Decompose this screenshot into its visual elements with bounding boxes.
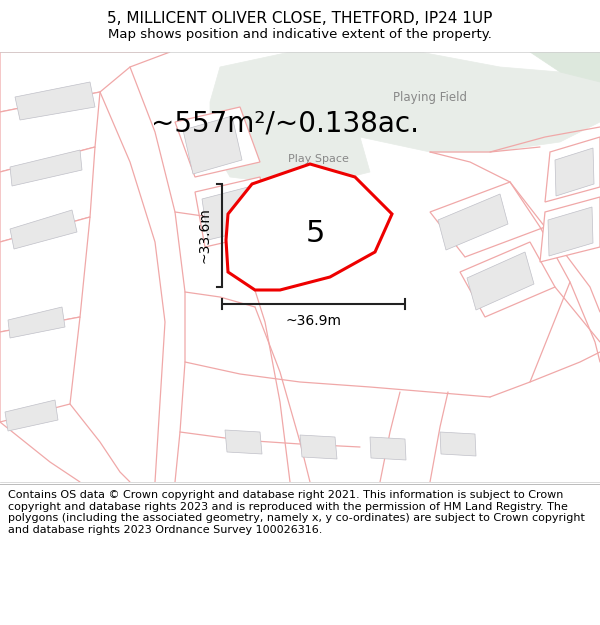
Polygon shape (225, 430, 262, 454)
Polygon shape (15, 82, 95, 120)
Polygon shape (460, 242, 555, 317)
Text: Map shows position and indicative extent of the property.: Map shows position and indicative extent… (108, 28, 492, 41)
Polygon shape (430, 182, 545, 257)
Polygon shape (202, 186, 258, 240)
Text: ~557m²/~0.138ac.: ~557m²/~0.138ac. (151, 109, 419, 137)
Polygon shape (438, 194, 508, 250)
Polygon shape (370, 437, 406, 460)
Polygon shape (10, 210, 77, 249)
Polygon shape (183, 116, 242, 174)
Polygon shape (195, 177, 270, 247)
Polygon shape (0, 317, 80, 422)
Polygon shape (0, 147, 95, 242)
Polygon shape (300, 435, 337, 459)
Polygon shape (0, 52, 170, 112)
Text: 5, MILLICENT OLIVER CLOSE, THETFORD, IP24 1UP: 5, MILLICENT OLIVER CLOSE, THETFORD, IP2… (107, 11, 493, 26)
Text: Playing Field: Playing Field (393, 91, 467, 104)
Polygon shape (548, 207, 593, 256)
Polygon shape (5, 400, 58, 431)
Polygon shape (555, 148, 594, 196)
Polygon shape (540, 197, 600, 262)
Polygon shape (0, 217, 90, 332)
Text: Contains OS data © Crown copyright and database right 2021. This information is : Contains OS data © Crown copyright and d… (8, 490, 585, 535)
Polygon shape (440, 432, 476, 456)
Polygon shape (545, 137, 600, 202)
Polygon shape (8, 307, 65, 338)
Polygon shape (467, 252, 534, 310)
Text: Play Space: Play Space (287, 154, 349, 164)
Polygon shape (10, 150, 82, 186)
Polygon shape (175, 107, 260, 177)
Polygon shape (210, 52, 370, 187)
Text: ~36.9m: ~36.9m (286, 314, 341, 328)
Polygon shape (290, 52, 600, 152)
Text: 5: 5 (305, 219, 325, 249)
Polygon shape (0, 92, 100, 172)
Polygon shape (530, 52, 600, 82)
Text: ~33.6m: ~33.6m (198, 208, 212, 264)
Polygon shape (226, 164, 392, 290)
